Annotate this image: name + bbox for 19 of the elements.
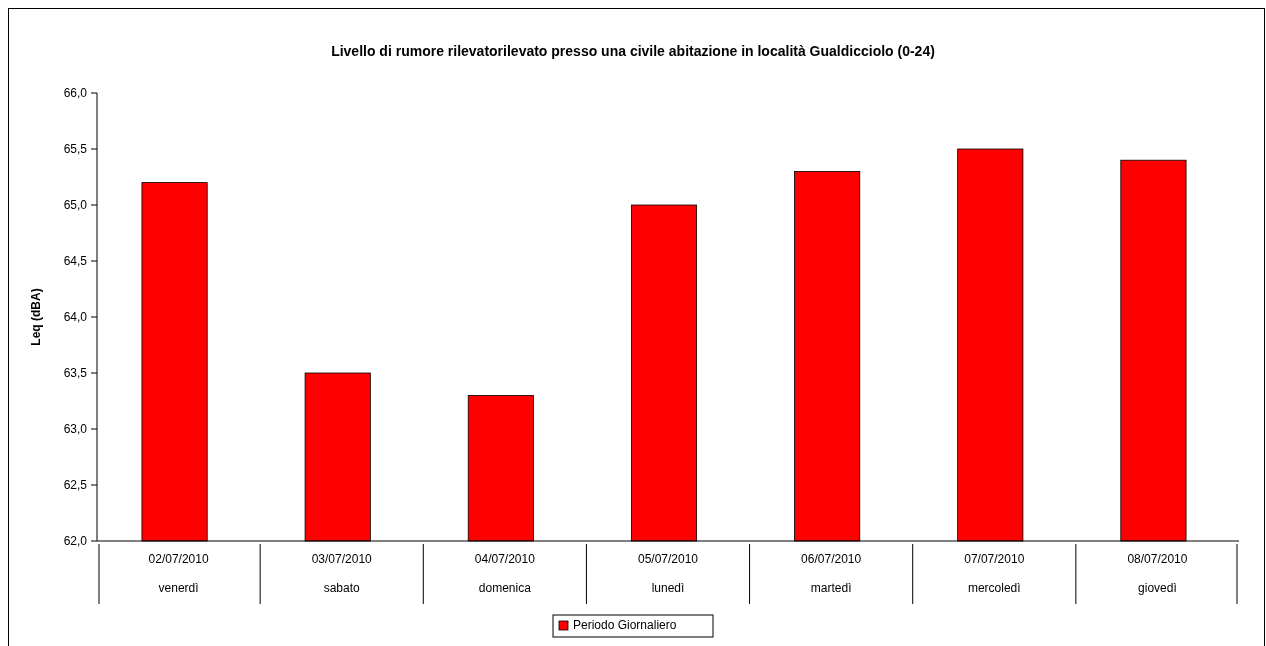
legend-label: Periodo Giornaliero [573, 618, 677, 632]
y-tick-label: 64,0 [63, 310, 88, 325]
category-label: 02/07/2010 venerdì [148, 552, 209, 595]
category-label: 07/07/2010 mercoledì [964, 552, 1025, 595]
category-label: 06/07/2010 martedì [801, 552, 862, 595]
y-axis-title: Leq (dBA) [29, 288, 43, 346]
y-tick-label: 62,0 [63, 534, 88, 549]
y-tick-label: 64,5 [63, 254, 88, 269]
chart-title: Livello di rumore rilevatorilevato presso una civile abitazione in località Gualdicciolo (0-24) [331, 43, 935, 59]
category-label: 03/07/2010 sabato [311, 552, 372, 595]
y-tick-label: 65,5 [63, 142, 88, 157]
y-tick-label: 62,5 [63, 478, 88, 493]
y-tick-label: 63,5 [63, 366, 88, 381]
y-tick-label: 63,0 [63, 422, 88, 437]
y-tick-label: 65,0 [63, 198, 88, 213]
y-tick-label: 66,0 [63, 86, 88, 101]
category-label: 08/07/2010 giovedì [1127, 552, 1188, 595]
category-label: 04/07/2010 domenica [474, 552, 535, 595]
category-label: 05/07/2010 lunedì [637, 552, 699, 595]
